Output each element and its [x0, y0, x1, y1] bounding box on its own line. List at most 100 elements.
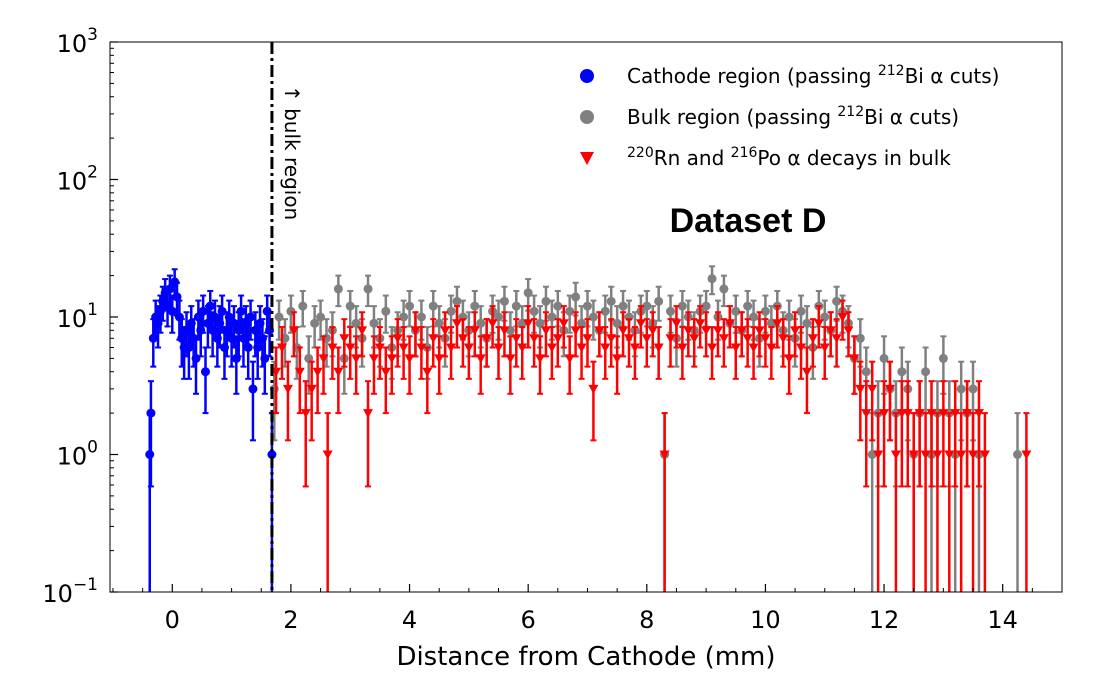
- legend-label: Cathode region (passing 212Bi α cuts): [627, 63, 999, 88]
- data-point: [902, 409, 913, 419]
- data-point: [398, 343, 409, 353]
- data-point: [843, 326, 854, 336]
- data-point: [932, 450, 943, 460]
- legend-label: Bulk region (passing 212Bi α cuts): [627, 104, 959, 129]
- data-point: [600, 343, 611, 353]
- data-point: [428, 301, 438, 311]
- data-point: [446, 343, 457, 353]
- y-tick-label: 101: [57, 300, 98, 333]
- series-3: [271, 299, 1032, 592]
- y-tick-label: 103: [57, 25, 98, 58]
- x-tick-label: 12: [869, 606, 900, 634]
- data-point: [796, 343, 807, 353]
- data-point: [754, 326, 765, 336]
- data-point: [635, 319, 646, 329]
- data-point: [867, 384, 878, 394]
- data-point: [381, 306, 391, 316]
- data-point: [671, 319, 682, 329]
- y-tick-label: 10−1: [42, 575, 98, 608]
- data-point: [973, 409, 984, 419]
- data-point: [719, 284, 729, 294]
- data-point: [802, 318, 812, 328]
- data-point: [327, 343, 338, 353]
- x-tick-label: 4: [402, 606, 417, 634]
- data-point: [920, 450, 931, 460]
- data-point: [576, 343, 587, 353]
- data-point: [654, 296, 664, 306]
- data-point: [345, 301, 355, 311]
- data-point: [629, 343, 640, 353]
- plot-area: [145, 265, 1032, 592]
- data-point: [588, 312, 598, 322]
- data-point: [300, 409, 311, 419]
- data-point: [505, 354, 516, 364]
- data-point: [333, 284, 343, 294]
- data-point: [260, 353, 270, 363]
- series-2: [269, 265, 1023, 592]
- data-point: [921, 367, 931, 377]
- data-point: [316, 312, 326, 322]
- data-point: [582, 334, 593, 344]
- data-point: [724, 319, 735, 329]
- data-point: [718, 334, 729, 344]
- data-point: [707, 274, 717, 284]
- data-point: [523, 319, 534, 329]
- data-point: [801, 367, 812, 377]
- data-point: [351, 354, 362, 364]
- data-point: [956, 384, 966, 394]
- data-point: [470, 301, 480, 311]
- data-point: [642, 301, 652, 311]
- data-point: [475, 354, 486, 364]
- data-point: [855, 384, 866, 394]
- data-point: [165, 284, 175, 294]
- data-point: [743, 301, 753, 311]
- data-point: [813, 319, 824, 329]
- data-point: [511, 334, 522, 344]
- data-point: [956, 450, 967, 460]
- data-point: [689, 334, 700, 344]
- data-point: [416, 343, 427, 353]
- data-point: [653, 343, 664, 353]
- data-point: [440, 326, 451, 336]
- data-point: [938, 353, 948, 363]
- data-point: [410, 326, 421, 336]
- data-point: [677, 301, 687, 311]
- y-tick-label: 100: [57, 438, 98, 471]
- data-point: [487, 319, 498, 329]
- data-point: [666, 306, 676, 316]
- data-point: [570, 326, 581, 336]
- data-point: [451, 319, 462, 329]
- data-point: [571, 292, 581, 302]
- data-point: [246, 312, 256, 322]
- data-point: [879, 409, 890, 419]
- data-point: [493, 343, 504, 353]
- data-point: [594, 326, 605, 336]
- data-point: [979, 450, 990, 460]
- data-point: [499, 326, 510, 336]
- data-point: [825, 326, 836, 336]
- data-point: [618, 301, 628, 311]
- x-tick-label: 14: [987, 606, 1018, 634]
- data-point: [547, 312, 557, 322]
- data-point: [294, 367, 305, 377]
- data-point: [172, 292, 182, 302]
- data-point: [363, 284, 373, 294]
- data-point: [271, 367, 282, 377]
- data-point: [778, 334, 789, 344]
- data-point: [511, 301, 521, 311]
- data-point: [243, 343, 253, 353]
- data-point: [241, 318, 251, 328]
- data-point: [938, 409, 949, 419]
- data-point: [304, 353, 314, 363]
- data-point: [879, 353, 889, 363]
- x-tick-label: 10: [750, 606, 781, 634]
- data-point: [369, 318, 379, 328]
- data-point: [1021, 450, 1032, 460]
- series-1: [145, 268, 277, 592]
- data-point: [368, 354, 379, 364]
- data-point: [968, 384, 978, 394]
- data-point: [322, 450, 333, 460]
- data-point: [695, 319, 706, 329]
- bulk-region-label: ↑ bulk region: [280, 85, 304, 220]
